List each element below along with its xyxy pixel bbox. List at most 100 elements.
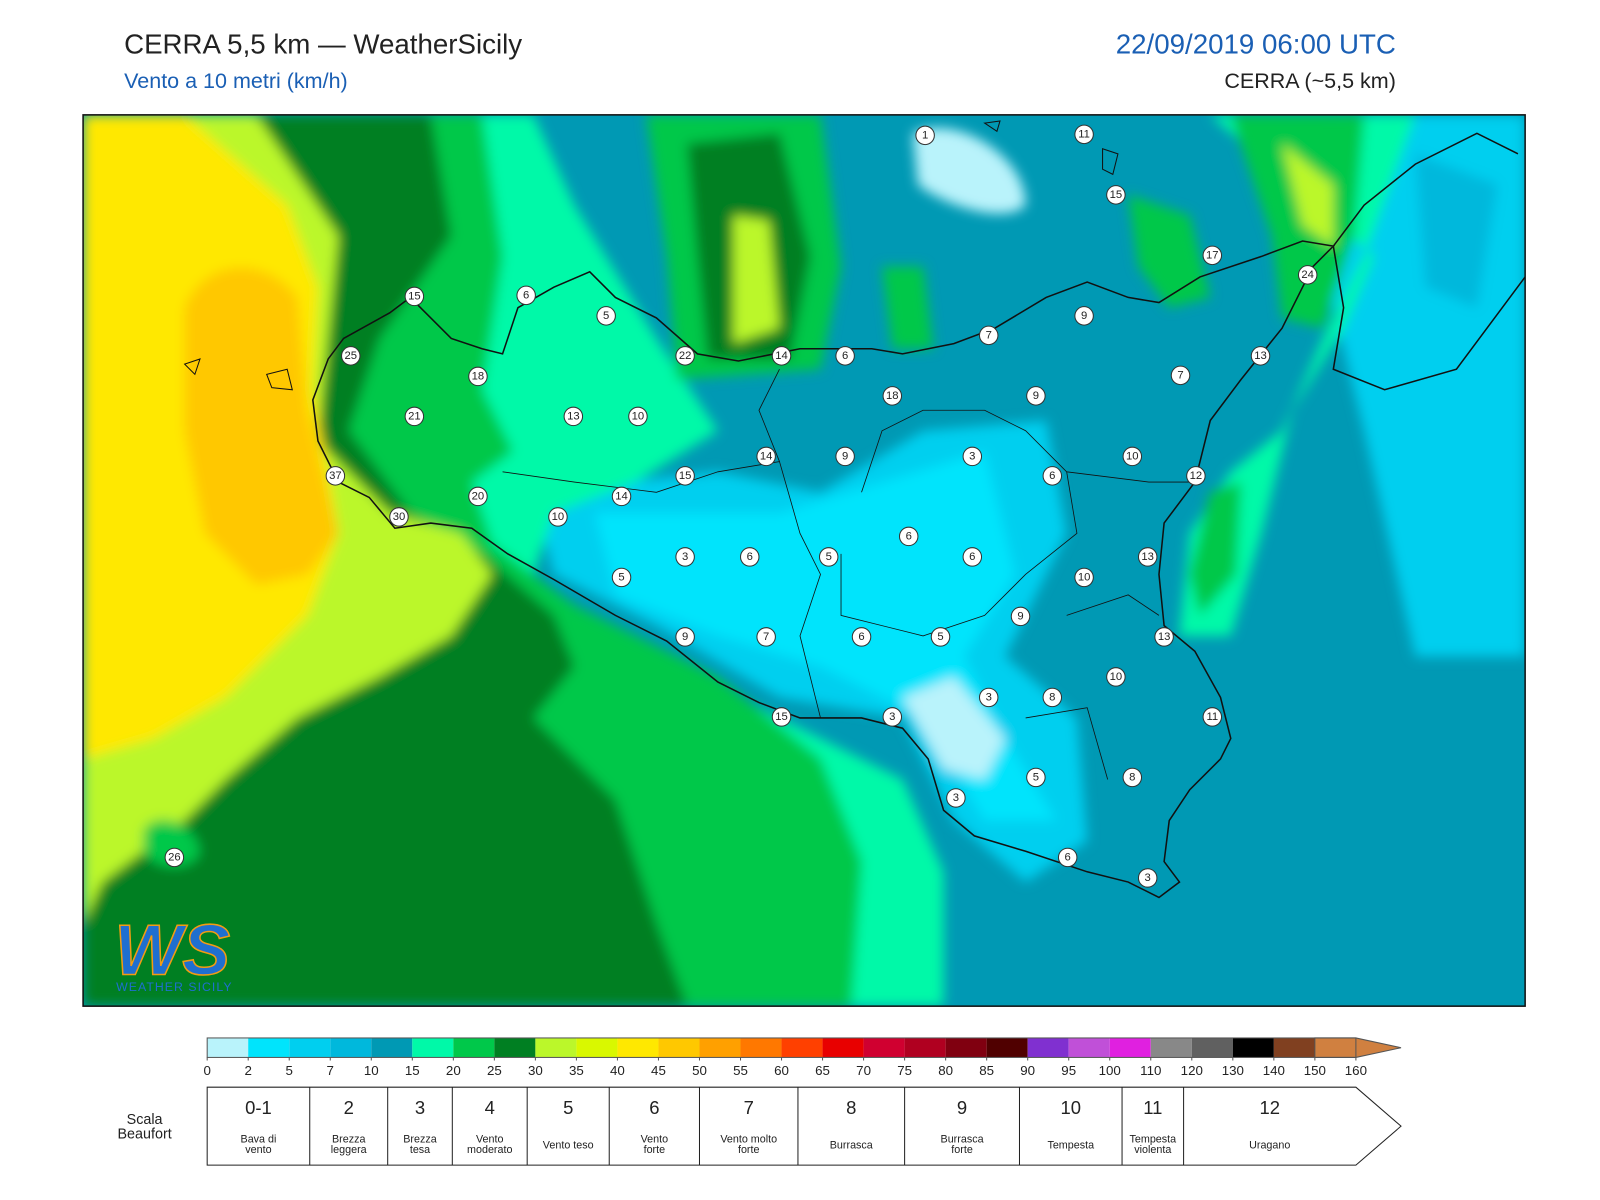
station-marker — [915, 125, 935, 146]
station-marker — [1137, 547, 1158, 567]
station-value: 15 — [679, 470, 692, 482]
station-marker — [835, 446, 855, 467]
station-value: 15 — [408, 290, 421, 302]
station-marker — [1186, 466, 1206, 486]
beaufort-desc: forte — [644, 1144, 666, 1156]
field-zone — [733, 215, 780, 344]
beaufort-desc: Tempesta — [1130, 1134, 1177, 1146]
station-marker — [404, 406, 425, 427]
station-value: 13 — [1254, 350, 1267, 362]
colorbar-tick-label: 90 — [1020, 1063, 1035, 1078]
station-marker — [930, 627, 951, 647]
field-zone — [912, 127, 1026, 214]
beaufort-desc: Brezza — [403, 1134, 436, 1146]
station-value: 5 — [603, 310, 609, 322]
station-marker — [1042, 466, 1063, 486]
station-marker — [1122, 446, 1143, 467]
colorbar-tick-label: 70 — [856, 1063, 871, 1078]
station-value: 3 — [889, 711, 895, 723]
station-marker — [962, 547, 983, 567]
islands — [183, 120, 1119, 391]
colorbar-segment — [945, 1037, 987, 1058]
colorbar-tick-label: 15 — [405, 1063, 420, 1078]
station-marker — [882, 386, 903, 406]
colorbar-segment — [1109, 1037, 1151, 1058]
station-value: 14 — [760, 450, 773, 462]
station-value: 3 — [986, 691, 992, 703]
colorbar-segment — [781, 1037, 823, 1058]
station-marker — [516, 285, 536, 306]
colorbar-tick-label: 65 — [815, 1063, 830, 1078]
station-value: 9 — [842, 450, 848, 462]
station-value: 5 — [618, 571, 624, 583]
field-zone — [1230, 114, 1365, 329]
colorbar-tick-label: 5 — [286, 1063, 293, 1078]
station-marker — [771, 707, 792, 727]
station-value: 7 — [763, 631, 769, 643]
colorbar-tick-label: 160 — [1345, 1063, 1367, 1078]
station-marker — [1074, 124, 1094, 145]
beaufort-force: 4 — [485, 1097, 495, 1118]
colorbar-segment — [658, 1037, 700, 1058]
colorbar-segment — [371, 1037, 413, 1058]
datetime: 22/09/2019 06:00 UTC — [1116, 28, 1396, 59]
station-marker — [978, 325, 999, 346]
station-value: 3 — [969, 450, 975, 462]
colorbar-tick-label: 45 — [651, 1063, 666, 1078]
station-value: 9 — [1017, 610, 1023, 622]
beaufort-desc: Vento teso — [543, 1140, 594, 1152]
beaufort-force: 3 — [415, 1097, 425, 1118]
station-value: 8 — [1129, 771, 1135, 783]
station-marker — [851, 627, 872, 647]
colorbar-segment — [822, 1037, 864, 1058]
beaufort-desc: vento — [245, 1144, 271, 1156]
field-shading — [83, 114, 1526, 1007]
station-marker — [468, 486, 488, 507]
beaufort-force: 8 — [846, 1097, 856, 1118]
station-value: 1 — [922, 129, 928, 141]
colorbar-tick-label: 120 — [1181, 1063, 1203, 1078]
station-value: 3 — [1145, 872, 1151, 884]
beaufort-desc: forte — [951, 1144, 973, 1156]
colorbar-tick-label: 80 — [938, 1063, 953, 1078]
station-value: 12 — [1190, 470, 1203, 482]
beaufort-force: 9 — [957, 1097, 967, 1118]
station-value: 7 — [1177, 369, 1183, 381]
station-marker — [978, 687, 999, 708]
station-marker — [404, 286, 425, 307]
subtitle: Vento a 10 metri (km/h) — [124, 69, 348, 93]
beaufort-desc: Bava di — [241, 1134, 277, 1146]
source: CERRA (~5,5 km) — [1224, 69, 1396, 93]
station-marker — [1137, 868, 1158, 888]
colorbar-segment — [207, 1037, 249, 1058]
colorbar-segment — [289, 1037, 331, 1058]
station-marker — [611, 486, 632, 507]
station-value: 37 — [329, 470, 342, 482]
colorbar-segment — [248, 1037, 290, 1058]
beaufort-force: 7 — [744, 1097, 754, 1118]
colorbar-tick-label: 0 — [203, 1063, 210, 1078]
station-marker — [771, 346, 792, 366]
station-value: 10 — [632, 410, 645, 422]
colorbar-segment — [740, 1037, 782, 1058]
station-value: 10 — [1126, 450, 1139, 462]
beaufort-force: 6 — [649, 1097, 659, 1118]
colorbar-segment — [1150, 1037, 1192, 1058]
beaufort-desc: Tempesta — [1047, 1140, 1094, 1152]
station-value: 17 — [1206, 249, 1219, 261]
station-value: 7 — [986, 329, 992, 341]
station-marker — [675, 547, 695, 567]
beaufort-force: 10 — [1061, 1097, 1082, 1118]
station-marker — [818, 547, 839, 567]
station-marker — [962, 446, 983, 467]
colorbar-segment — [412, 1037, 454, 1058]
station-value: 3 — [953, 792, 959, 804]
beaufort-force: 2 — [344, 1097, 354, 1118]
beaufort-desc: Vento — [476, 1134, 504, 1146]
station-marker — [1074, 567, 1094, 588]
beaufort-desc: Brezza — [332, 1134, 365, 1146]
station-marker — [675, 466, 695, 486]
